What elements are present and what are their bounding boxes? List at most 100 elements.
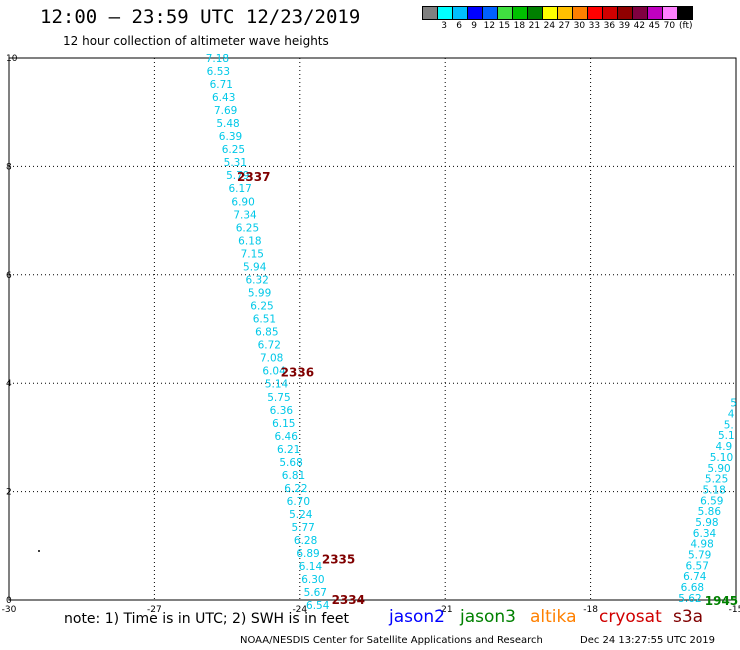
legend-label: 36 (603, 21, 616, 31)
marker-dot (38, 550, 40, 552)
y-tick-label: 6 (6, 271, 12, 281)
wave-height-label: 5.86 (698, 506, 722, 518)
wave-height-label: 7.18 (206, 53, 229, 65)
legend-label: 30 (573, 21, 586, 31)
pass-time-label: 2337 (237, 170, 270, 184)
pass-time-label: 2336 (281, 365, 314, 379)
wave-height-label: 5.25 (705, 474, 728, 486)
wave-height-label: 6.36 (270, 405, 294, 417)
wave-height-label: 6.28 (294, 535, 317, 547)
wave-height-label: 5.79 (688, 549, 711, 561)
wave-height-label: 6.89 (296, 548, 319, 560)
satellite-s3a: s3a (673, 607, 704, 627)
legend-label: 18 (513, 21, 526, 31)
wave-height-label: 5.24 (289, 509, 313, 521)
legend-label: 3 (441, 21, 448, 31)
pass-time-label: 2334 (332, 593, 365, 607)
legend-label: 42 (633, 21, 646, 31)
satellite-jason2: jason2 (389, 607, 445, 627)
wave-height-label: 6.81 (282, 470, 305, 482)
wave-height-label: 5.98 (695, 517, 718, 529)
wave-height-label: 6.43 (212, 92, 235, 104)
wave-height-label: 6.72 (258, 340, 281, 352)
wave-height-label: 6.54 (306, 600, 330, 612)
legend-label: 39 (618, 21, 631, 31)
wave-height-label: 6.14 (299, 561, 323, 573)
legend-label: 9 (471, 21, 478, 31)
legend-label: 12 (483, 21, 496, 31)
wave-height-label: 6.74 (683, 571, 707, 583)
x-tick-label: -30 (2, 605, 17, 615)
wave-height-label: 6.17 (228, 183, 251, 195)
wave-height-label: 6.25 (236, 223, 259, 235)
y-tick-label: 4 (6, 379, 12, 389)
wave-height-label: 6.25 (250, 301, 273, 313)
wave-height-label: 6.39 (219, 131, 242, 143)
x-tick-label: -27 (147, 605, 162, 615)
wave-height-label: 4.9 (716, 441, 733, 453)
wave-height-label: 6.68 (681, 582, 704, 594)
legend-label: 70 (663, 21, 676, 31)
color-legend (422, 6, 693, 20)
wave-height-label: 5.99 (248, 288, 271, 300)
wave-height-label: 6.25 (222, 144, 245, 156)
wave-height-label: 5.77 (291, 522, 314, 534)
wave-height-label: 7.34 (233, 210, 257, 222)
legend-label: 15 (498, 21, 511, 31)
wave-height-label: 5. (724, 419, 734, 431)
footer-agency: NOAA/NESDIS Center for Satellite Applica… (240, 635, 543, 646)
x-tick-label: -21 (438, 605, 453, 615)
wave-height-label: 6.90 (231, 197, 254, 209)
wave-height-label: 7.08 (260, 353, 283, 365)
wave-height-label: 5.18 (702, 484, 725, 496)
wave-height-label: 4 (728, 409, 735, 421)
legend-label: 24 (543, 21, 556, 31)
y-tick-label: 10 (6, 54, 18, 64)
chart-subtitle: 12 hour collection of altimeter wave hei… (63, 34, 329, 48)
wave-height-label: 6.30 (301, 574, 324, 586)
wave-height-label: 5.14 (265, 379, 289, 391)
wave-height-label: 7.69 (214, 105, 237, 117)
wave-height-label: 6.59 (700, 495, 723, 507)
legend-label: 27 (558, 21, 571, 31)
pass-time-label: 2335 (322, 552, 355, 566)
wave-height-label: 5 (730, 398, 737, 410)
wave-height-label: 5.79 (226, 170, 249, 182)
wave-height-label: 7.15 (241, 249, 264, 261)
wave-height-label: 6.53 (207, 66, 230, 78)
wave-height-label: 6.71 (210, 79, 233, 91)
wave-height-label: 4.98 (690, 539, 713, 551)
wave-height-label: 6.57 (686, 560, 709, 572)
satellite-altika: altika (530, 607, 577, 627)
satellite-cryosat: cryosat (599, 607, 662, 627)
wave-height-label: 6.15 (272, 418, 295, 430)
legend-swatch (677, 6, 693, 20)
x-tick-label: -24 (292, 605, 307, 615)
chart-note: note: 1) Time is in UTC; 2) SWH is in fe… (64, 611, 350, 627)
wave-height-label: 6.18 (238, 236, 261, 248)
chart-title: 12:00 – 23:59 UTC 12/23/2019 (40, 6, 361, 28)
wave-height-label: 5.31 (224, 157, 247, 169)
wave-height-label: 5.62 (678, 593, 701, 605)
wave-height-label: 5.68 (279, 457, 302, 469)
legend-label: 21 (528, 21, 541, 31)
legend-label: 45 (648, 21, 661, 31)
y-tick-label: 0 (6, 596, 12, 606)
wave-height-label: 5.48 (216, 118, 239, 130)
legend-label: 33 (588, 21, 601, 31)
plot-frame (8, 57, 737, 601)
satellite-jason3: jason3 (460, 607, 516, 627)
wave-height-label: 6.22 (284, 483, 307, 495)
wave-height-label: 6.32 (245, 275, 268, 287)
legend-unit: (ft) (679, 21, 693, 31)
wave-height-label: 6.34 (693, 528, 717, 540)
wave-height-label: 5.75 (267, 392, 290, 404)
y-tick-label: 2 (6, 488, 12, 498)
pass-time-label: 1945 (705, 594, 738, 608)
wave-height-label: 5.94 (243, 262, 267, 274)
wave-height-label: 6.85 (255, 327, 278, 339)
wave-height-label: 5.1 (718, 430, 735, 442)
wave-height-label: 6.46 (275, 431, 299, 443)
wave-height-label: 6.51 (253, 314, 276, 326)
